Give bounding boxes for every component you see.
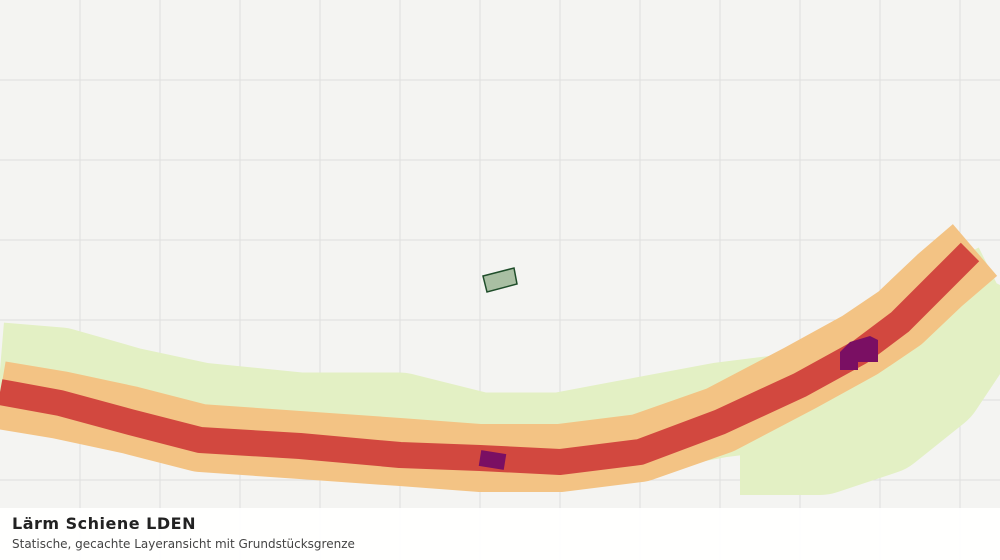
caption-bar: Lärm Schiene LDEN Statische, gecachte La… bbox=[0, 508, 1000, 560]
noise-band-high bbox=[0, 242, 980, 475]
noise-band-max bbox=[840, 336, 878, 370]
noise-band-low bbox=[740, 255, 1000, 495]
noise-band-max bbox=[478, 450, 507, 470]
map-title: Lärm Schiene LDEN bbox=[12, 514, 196, 533]
map-subtitle: Statische, gecachte Layeransicht mit Gru… bbox=[12, 537, 355, 551]
noise-bands bbox=[0, 224, 1000, 495]
parcel-boundary bbox=[482, 267, 518, 293]
